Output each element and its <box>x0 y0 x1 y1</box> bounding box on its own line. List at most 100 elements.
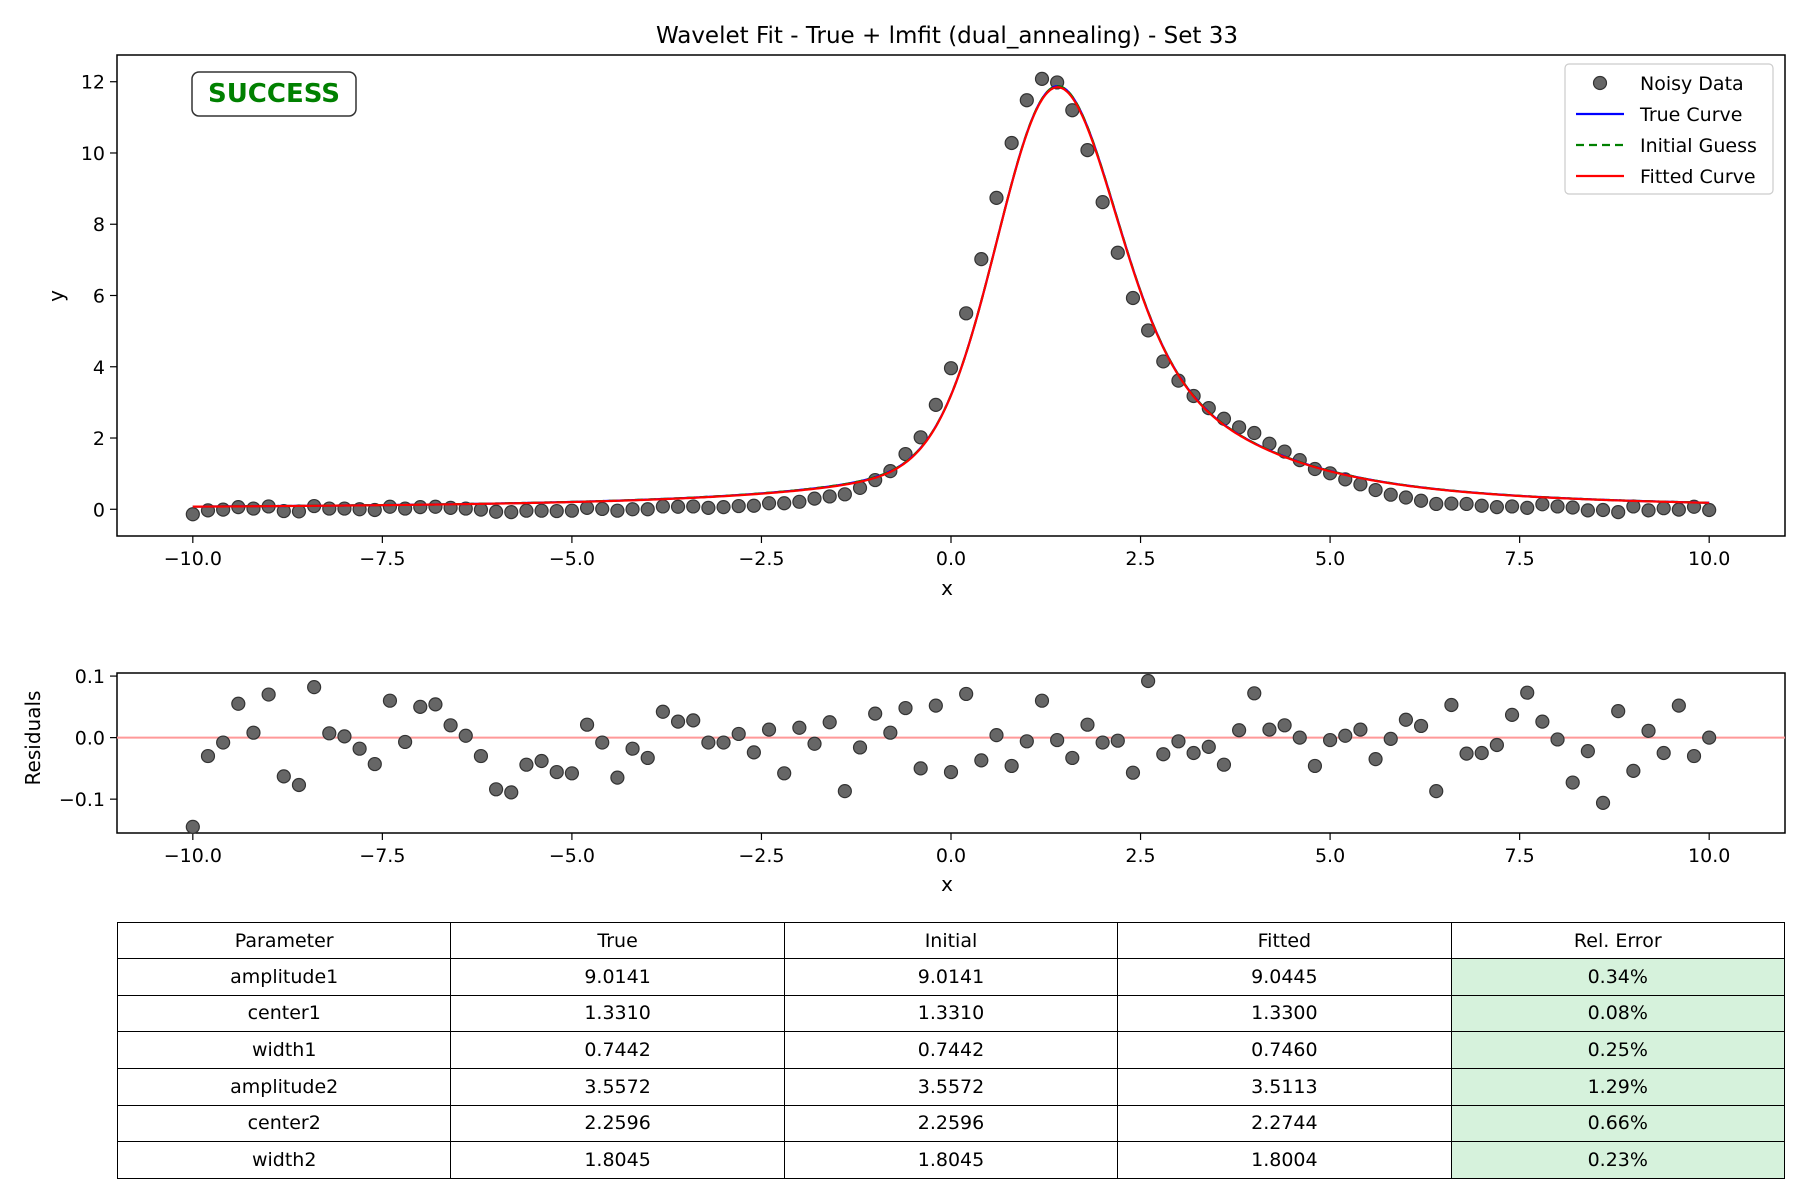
residual-point <box>716 735 731 750</box>
residual-point <box>883 725 898 740</box>
x-tick-label: −7.5 <box>359 845 405 867</box>
data-point <box>1656 501 1671 516</box>
residual-point <box>398 734 413 750</box>
residual-point <box>807 736 822 751</box>
data-point <box>1110 245 1125 260</box>
residual-point <box>413 699 428 714</box>
table-header-row: Parameter True Initial Fitted Rel. Error <box>116 922 1786 959</box>
residual-point <box>837 784 852 799</box>
data-point <box>1520 500 1535 515</box>
x-tick-label: 5.0 <box>1315 845 1345 867</box>
y-tick-label: 0.0 <box>75 728 105 750</box>
legend-label: Initial Guess <box>1640 135 1757 157</box>
residual-point <box>1034 693 1050 708</box>
data-point <box>488 504 504 519</box>
residual-point <box>473 748 489 764</box>
residual-point <box>761 722 777 737</box>
residual-point <box>595 735 610 750</box>
residuals-plot: −10.0 −7.5 −5.0 −2.5 0.0 2.5 5.0 7.5 10.0 0.1 0.0 −… <box>59 666 1786 867</box>
residual-point <box>1080 717 1095 732</box>
data-point <box>1398 490 1414 505</box>
residual-point <box>549 764 564 780</box>
data-point <box>1565 500 1580 515</box>
cell-parameter: width1 <box>116 1031 452 1069</box>
data-point <box>1004 135 1019 151</box>
x-tick-label: 2.5 <box>1125 845 1155 867</box>
cell-fitted: 1.8004 <box>1117 1141 1452 1179</box>
cell-parameter: amplitude2 <box>116 1067 452 1106</box>
residual-point <box>1353 722 1368 737</box>
data-point <box>1383 487 1398 502</box>
legend-label: Fitted Curve <box>1640 166 1756 188</box>
cell-fitted: 3.5113 <box>1117 1067 1452 1106</box>
y-tick-label: 0.1 <box>75 666 105 688</box>
data-point <box>959 306 974 321</box>
residual-point <box>1565 775 1580 790</box>
residual-point <box>261 687 276 702</box>
residual-point <box>322 726 337 741</box>
residual-point <box>1702 730 1717 745</box>
data-point <box>504 505 519 520</box>
data-point <box>670 499 686 514</box>
residual-point <box>1141 673 1156 689</box>
data-point <box>1535 497 1550 512</box>
residual-point <box>564 766 580 781</box>
cell-initial: 1.3310 <box>783 994 1119 1033</box>
residuals-y-axis-label: Residuals <box>21 691 45 786</box>
cell-parameter: amplitude1 <box>116 958 452 996</box>
data-point <box>1368 482 1383 498</box>
residual-point <box>1686 748 1702 764</box>
data-point <box>413 500 428 515</box>
cell-true: 9.0141 <box>450 958 785 996</box>
residual-point <box>579 717 595 732</box>
residual-point <box>276 769 291 784</box>
data-point <box>837 487 852 502</box>
y-tick-label: 8 <box>93 214 105 236</box>
cell-fitted: 2.2744 <box>1117 1104 1452 1143</box>
data-point <box>458 501 473 516</box>
residuals-x-axis-label: x <box>941 872 953 896</box>
initial-guess-curve <box>192 85 1710 508</box>
residual-point <box>943 764 959 780</box>
header-initial: Initial <box>783 922 1119 959</box>
cell-initial: 2.2596 <box>783 1104 1119 1143</box>
cell-fitted: 9.0445 <box>1117 958 1452 996</box>
residual-point <box>1535 714 1550 729</box>
data-point <box>1019 93 1034 108</box>
data-point <box>1095 195 1110 210</box>
residual-point <box>1004 758 1019 774</box>
residual-point <box>701 735 716 750</box>
data-point <box>686 499 701 514</box>
data-point <box>943 361 959 376</box>
residual-point <box>1050 732 1065 748</box>
data-point <box>1080 143 1095 158</box>
y-tick-label: 12 <box>81 72 105 94</box>
cell-rel-error: 1.29% <box>1450 1067 1786 1106</box>
success-badge: SUCCESS <box>191 71 357 117</box>
data-point <box>246 501 261 516</box>
cell-rel-error: 0.66% <box>1450 1104 1786 1143</box>
header-rel-error: Rel. Error <box>1450 922 1786 959</box>
table-row: center2 2.2596 2.2596 2.2744 0.66% <box>116 1104 1786 1143</box>
header-parameter: Parameter <box>116 922 452 959</box>
data-point <box>322 501 337 516</box>
data-point <box>367 502 382 518</box>
residual-point <box>670 714 686 729</box>
legend-marker <box>1592 75 1608 91</box>
data-point <box>625 502 640 517</box>
cell-rel-error: 0.34% <box>1450 958 1786 996</box>
data-point <box>777 496 792 511</box>
x-tick-label: 7.5 <box>1505 845 1535 867</box>
residual-point <box>928 698 943 713</box>
data-point <box>1474 498 1489 513</box>
data-point <box>1550 499 1565 514</box>
data-point <box>1201 400 1216 416</box>
residual-point <box>200 748 216 764</box>
chart-title: Wavelet Fit - True + lmfit (dual_anneali… <box>656 23 1238 49</box>
data-point <box>974 252 989 267</box>
header-true: True <box>450 922 785 959</box>
residual-point <box>777 766 792 781</box>
data-point <box>549 503 564 519</box>
residual-point <box>852 740 868 755</box>
